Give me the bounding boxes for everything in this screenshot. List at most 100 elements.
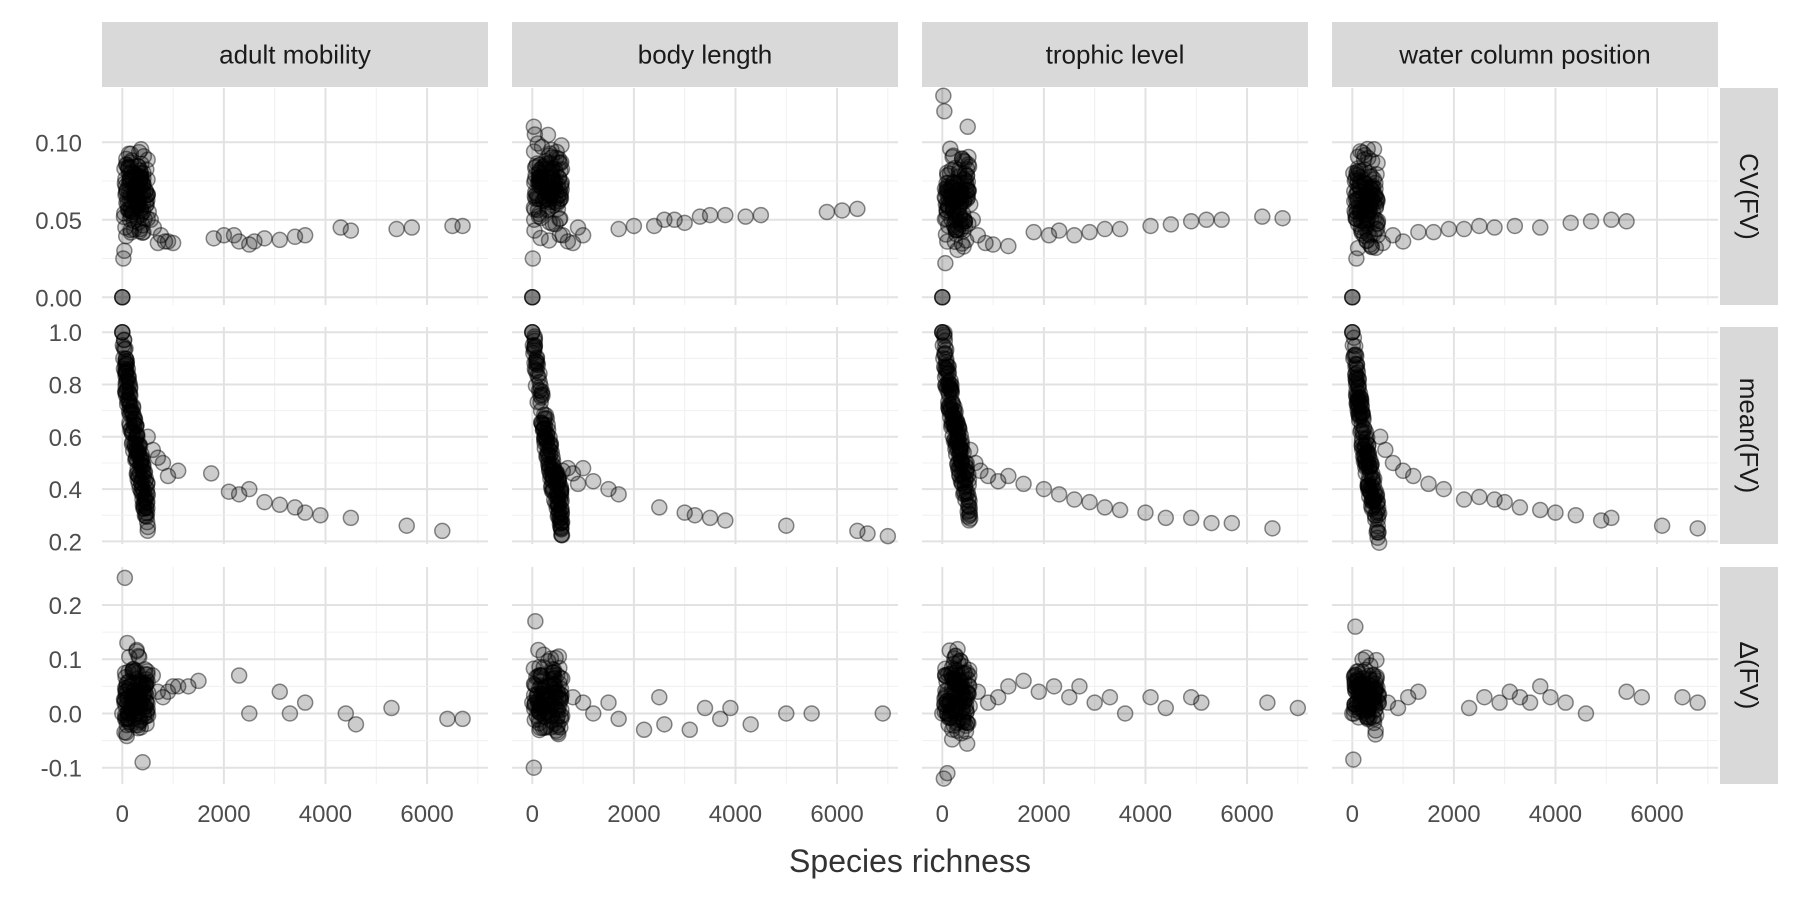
data-point xyxy=(947,446,965,463)
data-point xyxy=(551,210,568,228)
data-point xyxy=(117,365,134,382)
data-point xyxy=(122,202,139,219)
data-point xyxy=(1353,676,1371,693)
data-point xyxy=(127,432,145,449)
data-point xyxy=(547,649,564,667)
data-point xyxy=(1354,405,1371,422)
data-point xyxy=(1367,707,1385,724)
data-point xyxy=(1348,672,1366,690)
data-point xyxy=(950,711,968,729)
data-point xyxy=(544,482,562,499)
data-point xyxy=(951,447,968,464)
data-point xyxy=(1359,706,1377,723)
data-point xyxy=(1363,488,1381,506)
data-point xyxy=(955,210,973,228)
data-point xyxy=(117,682,135,700)
data-point xyxy=(533,389,550,406)
data-point xyxy=(1142,688,1159,706)
data-point xyxy=(548,718,566,736)
data-point xyxy=(526,332,543,350)
data-point xyxy=(553,174,570,191)
data-point xyxy=(1366,693,1384,711)
data-point xyxy=(137,470,155,488)
data-point xyxy=(1364,478,1381,496)
data-point xyxy=(540,462,558,479)
data-point xyxy=(542,694,559,712)
data-point xyxy=(540,441,558,458)
data-point xyxy=(1353,422,1370,439)
data-point xyxy=(133,453,151,470)
data-point xyxy=(696,699,714,717)
data-point xyxy=(956,165,974,182)
data-point xyxy=(129,664,146,682)
data-point xyxy=(964,211,982,228)
data-point xyxy=(117,156,135,173)
data-point xyxy=(536,429,554,447)
data-point xyxy=(1354,678,1372,695)
data-point xyxy=(117,698,134,715)
data-point xyxy=(544,173,561,191)
data-point xyxy=(547,688,564,705)
data-point xyxy=(125,682,143,699)
data-point xyxy=(1362,458,1380,475)
data-point xyxy=(1365,492,1382,509)
data-point xyxy=(1352,212,1370,229)
data-point xyxy=(1358,692,1375,710)
data-point xyxy=(152,227,170,244)
data-point xyxy=(136,661,154,678)
data-point xyxy=(1345,751,1362,768)
data-point xyxy=(943,211,960,228)
facet-strip-bg xyxy=(1332,22,1718,87)
data-point xyxy=(946,409,963,426)
data-point xyxy=(135,706,153,723)
data-point xyxy=(1360,477,1377,494)
data-point xyxy=(849,200,866,218)
data-point xyxy=(545,171,562,188)
data-point xyxy=(942,376,959,393)
data-point xyxy=(1369,679,1386,697)
data-point xyxy=(1358,457,1376,475)
data-point xyxy=(1344,705,1361,722)
data-point xyxy=(1111,501,1129,519)
data-point xyxy=(1364,472,1382,489)
data-point xyxy=(542,185,559,202)
data-point xyxy=(1344,323,1361,341)
y-tick-label: 0.8 xyxy=(49,373,82,400)
data-point xyxy=(544,159,561,177)
data-point xyxy=(536,440,554,457)
data-point xyxy=(957,181,975,199)
data-point xyxy=(1359,711,1377,728)
data-point xyxy=(1368,165,1385,183)
data-point xyxy=(937,377,954,394)
data-point xyxy=(549,684,566,702)
data-point xyxy=(1367,682,1385,700)
data-point xyxy=(946,218,964,236)
data-point xyxy=(124,663,142,681)
data-point xyxy=(1137,504,1154,521)
data-point xyxy=(625,217,643,235)
data-point xyxy=(527,352,545,369)
data-point xyxy=(126,439,144,456)
data-point xyxy=(1347,359,1364,376)
data-point xyxy=(1346,172,1364,190)
data-point xyxy=(1347,170,1364,187)
data-point xyxy=(1349,401,1366,419)
data-point xyxy=(542,186,560,203)
data-point xyxy=(552,487,570,504)
data-point xyxy=(944,394,961,412)
data-point xyxy=(1361,468,1378,485)
data-point xyxy=(124,425,141,442)
data-point xyxy=(552,692,569,709)
data-point xyxy=(552,482,570,499)
data-point xyxy=(524,289,541,306)
data-point xyxy=(536,690,554,707)
data-point xyxy=(1354,651,1371,668)
data-point xyxy=(1359,688,1376,706)
data-point xyxy=(123,699,140,717)
data-point xyxy=(135,468,153,485)
data-point xyxy=(534,175,551,192)
panel-points xyxy=(524,323,897,545)
data-point xyxy=(534,682,552,700)
data-point xyxy=(540,688,558,705)
data-point xyxy=(123,701,140,719)
